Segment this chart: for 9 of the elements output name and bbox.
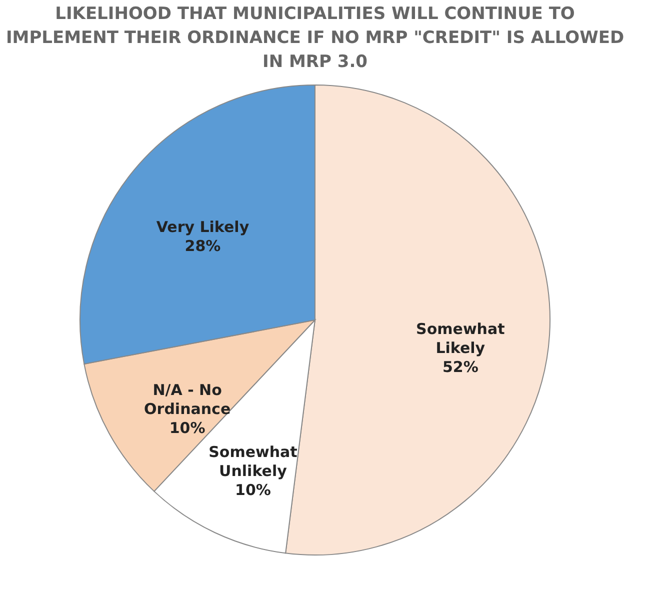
data-label: 52% — [442, 358, 478, 376]
slice-label: N/A - No Ordinance — [144, 381, 231, 418]
data-label: 10% — [235, 480, 271, 499]
data-label: 28% — [184, 237, 221, 256]
slice-label: Somewhat Unlikely — [208, 442, 298, 480]
chart-title: LIKELIHOOD THAT MUNICIPALITIES WILL CONTINUE TO IMPLEMENT THEIR ORDINANCE IF NO MRP "CREDIT" IS ALLOWED IN MRP 3.0 — [6, 4, 624, 72]
data-label: 10% — [169, 419, 206, 438]
slice-label: Somewhat Likely — [416, 320, 505, 358]
slice-label: Very Likely — [156, 218, 250, 236]
